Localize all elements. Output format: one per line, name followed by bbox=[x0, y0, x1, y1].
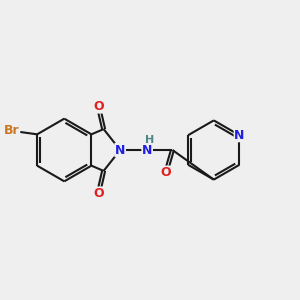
Text: H: H bbox=[145, 135, 154, 146]
Text: O: O bbox=[160, 166, 171, 179]
Text: Br: Br bbox=[4, 124, 20, 137]
Text: O: O bbox=[93, 100, 104, 113]
Text: N: N bbox=[115, 143, 125, 157]
Text: O: O bbox=[93, 187, 104, 200]
Text: N: N bbox=[234, 129, 244, 142]
Text: N: N bbox=[142, 143, 152, 157]
